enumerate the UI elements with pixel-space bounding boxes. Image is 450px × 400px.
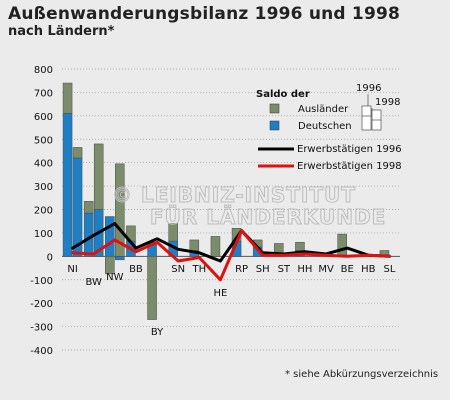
bar-nw-deutsche-1996 [105, 216, 115, 257]
bar-by-auslaender-1996 [147, 256, 157, 320]
chart-title: Außenwanderungsbilanz 1996 und 1998 [8, 4, 401, 24]
bar-st-auslaender-1996 [274, 243, 284, 254]
category-label-be: BE [341, 264, 354, 275]
category-label-th: TH [191, 264, 206, 275]
y-tick-label: -300 [30, 323, 53, 334]
legend-swatch-deutschen [269, 120, 280, 131]
y-tick-label: -100 [30, 276, 53, 287]
y-tick-label: 500 [34, 135, 53, 146]
category-label-mv: MV [318, 264, 334, 275]
bar-th-auslaender-1996 [189, 239, 200, 251]
line-erwerbstaetige-1996 [71, 222, 391, 263]
y-tick-label: 0 [47, 252, 53, 263]
category-label-hh: HH [297, 264, 312, 275]
bar-nw-auslaender-1996 [105, 256, 115, 275]
y-tick-label: 700 [34, 88, 53, 99]
legend-label-auslaender: Ausländer [298, 104, 349, 115]
bar-nw-auslaender-1998 [115, 163, 125, 257]
category-label-bb: BB [129, 264, 143, 275]
category-label-sl: SL [383, 264, 395, 275]
category-label-by: BY [151, 327, 164, 338]
bar-bw-auslaender-1998 [93, 143, 104, 210]
category-label-sh: SH [256, 264, 270, 275]
category-label-rp: RP [235, 264, 248, 275]
y-tick-label: 300 [34, 182, 53, 193]
chart-subtitle: nach Ländern* [8, 24, 115, 39]
watermark-line-2: FÜR LÄNDERKUNDE [150, 205, 386, 229]
y-tick-label: 600 [34, 112, 53, 123]
category-label-bw: BW [85, 277, 102, 288]
legend: Saldo der Ausländer Deutschen Erwerbstät… [256, 83, 402, 172]
category-label-st: ST [278, 264, 291, 275]
category-label-sn: SN [171, 264, 185, 275]
y-tick-label: 400 [34, 159, 53, 170]
category-label-he: HE [214, 288, 228, 299]
legend-year-1998: 1998 [375, 97, 400, 108]
category-label-nw: NW [106, 272, 123, 283]
legend-year-1996: 1996 [356, 83, 381, 94]
bar-ni-auslaender-1998 [72, 147, 83, 159]
legend-label-deutschen: Deutschen [298, 121, 352, 132]
bar-ni-deutsche-1996 [62, 113, 73, 257]
legend-label-line-1998: Erwerbstätigen 1998 [297, 161, 402, 172]
y-tick-label: -400 [30, 346, 53, 357]
category-labels: NI BW NW BB BY SN TH HE RP SH ST HH MV BE HB SL [67, 264, 395, 338]
series-lines [71, 222, 391, 282]
bar-nw-deutsche-1998 [115, 256, 125, 261]
y-tick-label: 200 [34, 206, 53, 217]
legend-heading: Saldo der [256, 89, 310, 100]
bar-be-auslaender-1996 [337, 233, 347, 256]
y-axis-ticks: 800 700 600 500 400 300 200 100 0 -100 -200 -300 -40… [30, 65, 53, 357]
legend-swatch-auslaender [269, 103, 280, 114]
legend-year-diagram: 1996 1998 [356, 83, 400, 131]
bar-ni-auslaender-1996 [62, 82, 73, 114]
watermark-line-1: © LEIBNIZ-INSTITUT [112, 183, 356, 207]
category-label-ni: NI [67, 264, 77, 275]
footnote: * siehe Abkürzungsverzeichnis [285, 369, 439, 380]
y-tick-label: 800 [34, 65, 53, 76]
bar-bw-auslaender-1996 [83, 201, 94, 214]
watermark: © LEIBNIZ-INSTITUT FÜR LÄNDERKUNDE [112, 183, 386, 230]
y-tick-label: 100 [34, 229, 53, 240]
line-erwerbstaetige-1998 [71, 229, 391, 282]
bar-he-auslaender-1996 [210, 236, 221, 257]
bar-hh-auslaender-1996 [295, 242, 305, 251]
bar-sn-auslaender-1996 [168, 223, 178, 242]
legend-label-line-1996: Erwerbstätigen 1996 [297, 144, 402, 155]
category-label-hb: HB [361, 264, 376, 275]
y-tick-label: -200 [30, 299, 53, 310]
bar-bw-deutsche-1996 [83, 212, 94, 257]
